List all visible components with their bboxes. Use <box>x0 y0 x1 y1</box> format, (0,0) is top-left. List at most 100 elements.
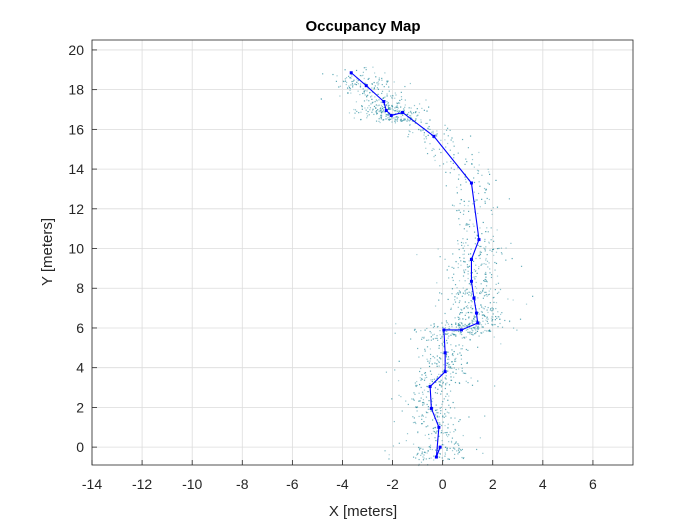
occupancy-cell <box>487 322 489 325</box>
occupancy-cell <box>424 434 426 436</box>
occupancy-cell <box>344 80 347 82</box>
occupancy-cell <box>455 357 457 359</box>
occupancy-cell <box>371 109 374 112</box>
occupancy-cell <box>391 97 393 99</box>
occupancy-cell <box>433 323 435 325</box>
occupancy-cell <box>457 266 459 269</box>
occupancy-cell <box>445 333 447 335</box>
occupancy-cell <box>403 109 405 111</box>
occupancy-cell <box>488 241 490 243</box>
occupancy-cell <box>409 123 411 126</box>
occupancy-cell <box>458 447 460 450</box>
occupancy-cell <box>479 257 481 260</box>
occupancy-cell <box>467 331 469 333</box>
occupancy-cell <box>463 250 466 252</box>
occupancy-cell <box>433 459 435 461</box>
occupancy-cell <box>391 117 393 119</box>
occupancy-cell <box>481 311 483 313</box>
occupancy-cell <box>429 353 432 356</box>
occupancy-cell <box>435 404 437 406</box>
occupancy-cell <box>445 375 447 377</box>
occupancy-cell <box>450 308 452 311</box>
occupancy-cell <box>391 105 393 107</box>
occupancy-cell <box>491 319 493 321</box>
occupancy-cell <box>500 247 503 249</box>
occupancy-cell <box>441 444 443 446</box>
occupancy-cell <box>470 305 472 307</box>
occupancy-cell <box>447 351 449 353</box>
occupancy-cell <box>427 425 429 427</box>
x-axis-ticks: -14 -12 -10 -8 -6 -4 -2 0 2 4 6 <box>82 460 597 492</box>
occupancy-cell <box>465 269 467 271</box>
occupancy-cell <box>438 456 441 458</box>
occupancy-cell <box>481 317 484 319</box>
occupancy-cell <box>471 163 473 165</box>
occupancy-cell <box>468 324 470 326</box>
occupancy-cell <box>408 133 410 136</box>
y-tick-label: 4 <box>76 360 84 376</box>
occupancy-cell <box>416 410 418 412</box>
occupancy-cell <box>451 137 453 139</box>
occupancy-cell <box>419 370 421 373</box>
occupancy-cell <box>470 256 472 259</box>
occupancy-cell <box>477 380 479 382</box>
occupancy-cell <box>442 331 444 333</box>
occupancy-cell <box>480 245 482 248</box>
occupancy-cell <box>423 138 425 140</box>
occupancy-cell <box>448 395 450 397</box>
occupancy-cell <box>375 107 377 109</box>
occupancy-cell <box>370 96 372 98</box>
occupancy-cell <box>477 311 479 314</box>
occupancy-cell <box>500 343 502 345</box>
occupancy-cell <box>416 108 418 110</box>
occupancy-cell <box>435 134 437 136</box>
occupancy-cell <box>493 336 495 338</box>
occupancy-cell <box>443 369 445 371</box>
occupancy-cell <box>464 176 466 178</box>
occupancy-cell <box>436 377 438 380</box>
occupancy-cell <box>442 371 444 373</box>
occupancy-cell <box>429 360 431 362</box>
occupancy-cell <box>371 95 373 97</box>
trajectory-point <box>477 238 481 242</box>
occupancy-cell <box>457 449 460 451</box>
occupancy-cell <box>357 83 359 85</box>
occupancy-cell <box>465 292 467 294</box>
trajectory-point <box>429 406 433 410</box>
occupancy-cell <box>458 326 460 329</box>
occupancy-cell <box>439 165 441 167</box>
occupancy-cell <box>485 276 487 278</box>
occupancy-cell <box>471 163 473 165</box>
occupancy-cell <box>418 111 420 114</box>
occupancy-cell <box>354 109 357 111</box>
occupancy-cell <box>472 203 474 205</box>
occupancy-cell <box>394 110 396 112</box>
occupancy-cell <box>425 136 427 138</box>
occupancy-cell <box>468 316 470 318</box>
occupancy-cell <box>368 114 370 116</box>
x-tick-label: -2 <box>386 476 399 492</box>
occupancy-cell <box>486 317 488 319</box>
occupancy-cell <box>374 101 376 103</box>
occupancy-cell <box>417 347 419 350</box>
occupancy-cell <box>418 356 420 358</box>
occupancy-cell <box>414 382 416 384</box>
occupancy-cell <box>400 110 402 112</box>
occupancy-cell <box>482 297 484 299</box>
occupancy-cell <box>464 163 466 166</box>
occupancy-cell <box>434 337 436 340</box>
occupancy-cell <box>468 291 470 293</box>
occupancy-cell <box>462 253 464 256</box>
occupancy-cell <box>440 373 442 376</box>
occupancy-cell <box>492 316 494 318</box>
occupancy-cell <box>464 372 466 374</box>
occupancy-cell <box>488 242 490 244</box>
occupancy-cell <box>359 85 362 87</box>
occupancy-cell <box>482 288 485 290</box>
occupancy-cell <box>495 315 497 318</box>
occupancy-cell <box>451 204 454 206</box>
occupancy-cell <box>474 278 476 280</box>
occupancy-cell <box>441 457 443 459</box>
occupancy-cell <box>464 301 466 303</box>
occupancy-cell <box>381 106 383 108</box>
